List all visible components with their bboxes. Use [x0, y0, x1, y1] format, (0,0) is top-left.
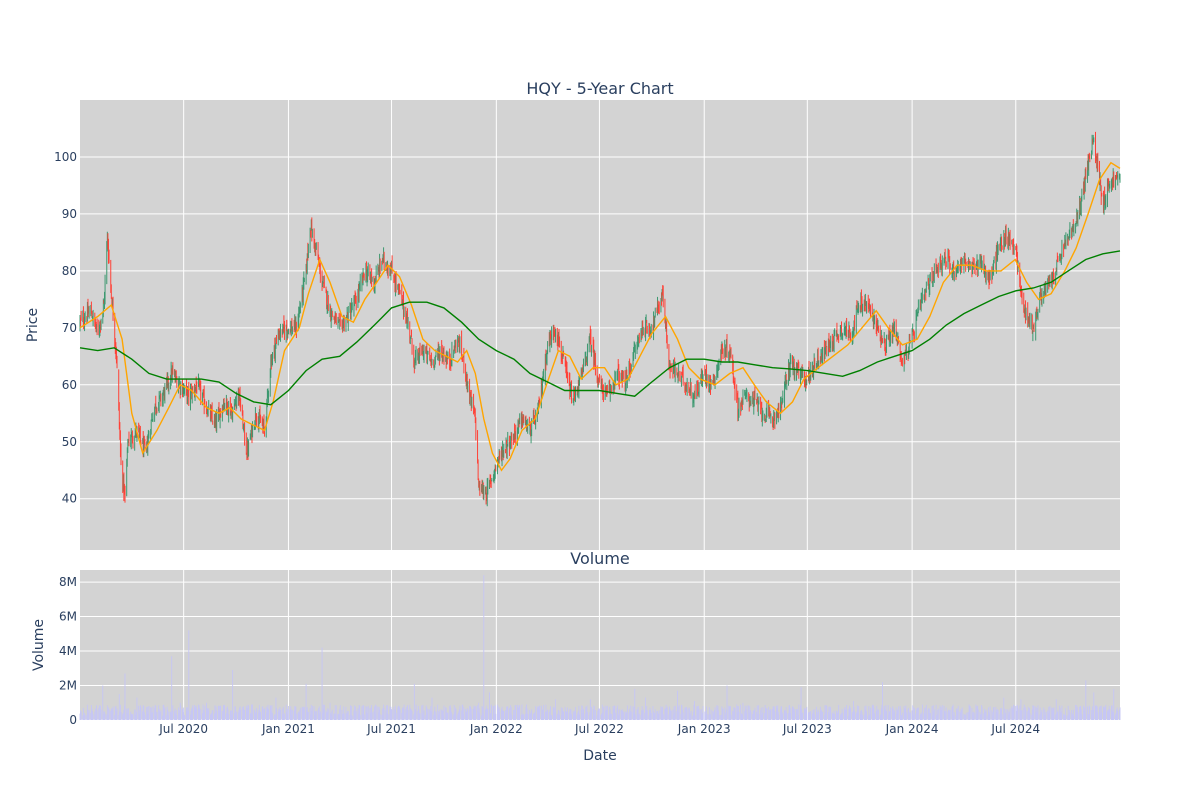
x-tick-label: Jul 2024 — [990, 722, 1040, 736]
moving-average-short-line — [79, 161, 1121, 472]
price-plot-area — [80, 100, 1120, 550]
price-y-tick-label: 50 — [62, 435, 77, 449]
price-lines — [79, 161, 1121, 472]
price-candles — [79, 131, 1121, 507]
x-tick-label: Jan 2021 — [261, 722, 315, 736]
price-y-axis-title: Price — [25, 308, 41, 342]
x-axis-title: Date — [583, 748, 616, 764]
volume-y-axis-title: Volume — [31, 619, 47, 671]
price-y-tick-label: 100 — [54, 150, 77, 164]
volume-yticks: 0 2M 4M 6M 8M — [59, 575, 77, 727]
price-yticks: 40 50 60 70 80 90 100 — [54, 150, 77, 506]
volume-plot-area — [80, 570, 1120, 720]
price-y-tick-label: 70 — [62, 321, 77, 335]
volume-y-tick-label: 2M — [59, 679, 77, 693]
x-tick-label: Jul 2021 — [366, 722, 416, 736]
x-tick-label: Jul 2020 — [158, 722, 208, 736]
volume-y-tick-label: 4M — [59, 644, 77, 658]
volume-xticks: Jul 2020 Jan 2021 Jul 2021 Jan 2022 Jul 2022… — [158, 722, 1040, 736]
price-y-tick-label: 60 — [62, 378, 77, 392]
price-y-tick-label: 90 — [62, 207, 77, 221]
volume-y-tick-label: 8M — [59, 575, 77, 589]
x-tick-label: Jan 2022 — [469, 722, 523, 736]
price-y-tick-label: 40 — [62, 492, 77, 506]
x-tick-label: Jul 2023 — [782, 722, 832, 736]
moving-average-long-line — [79, 250, 1121, 406]
chart-title: HQY - 5-Year Chart — [526, 79, 673, 98]
volume-bars — [79, 575, 1121, 720]
price-y-tick-label: 80 — [62, 264, 77, 278]
price-grid — [80, 100, 1120, 550]
volume-y-tick-label: 6M — [59, 610, 77, 624]
volume-y-tick-label: 0 — [69, 713, 77, 727]
x-tick-label: Jul 2022 — [574, 722, 624, 736]
volume-subplot-title: Volume — [570, 549, 630, 568]
x-tick-label: Jan 2024 — [885, 722, 939, 736]
x-tick-label: Jan 2023 — [677, 722, 731, 736]
